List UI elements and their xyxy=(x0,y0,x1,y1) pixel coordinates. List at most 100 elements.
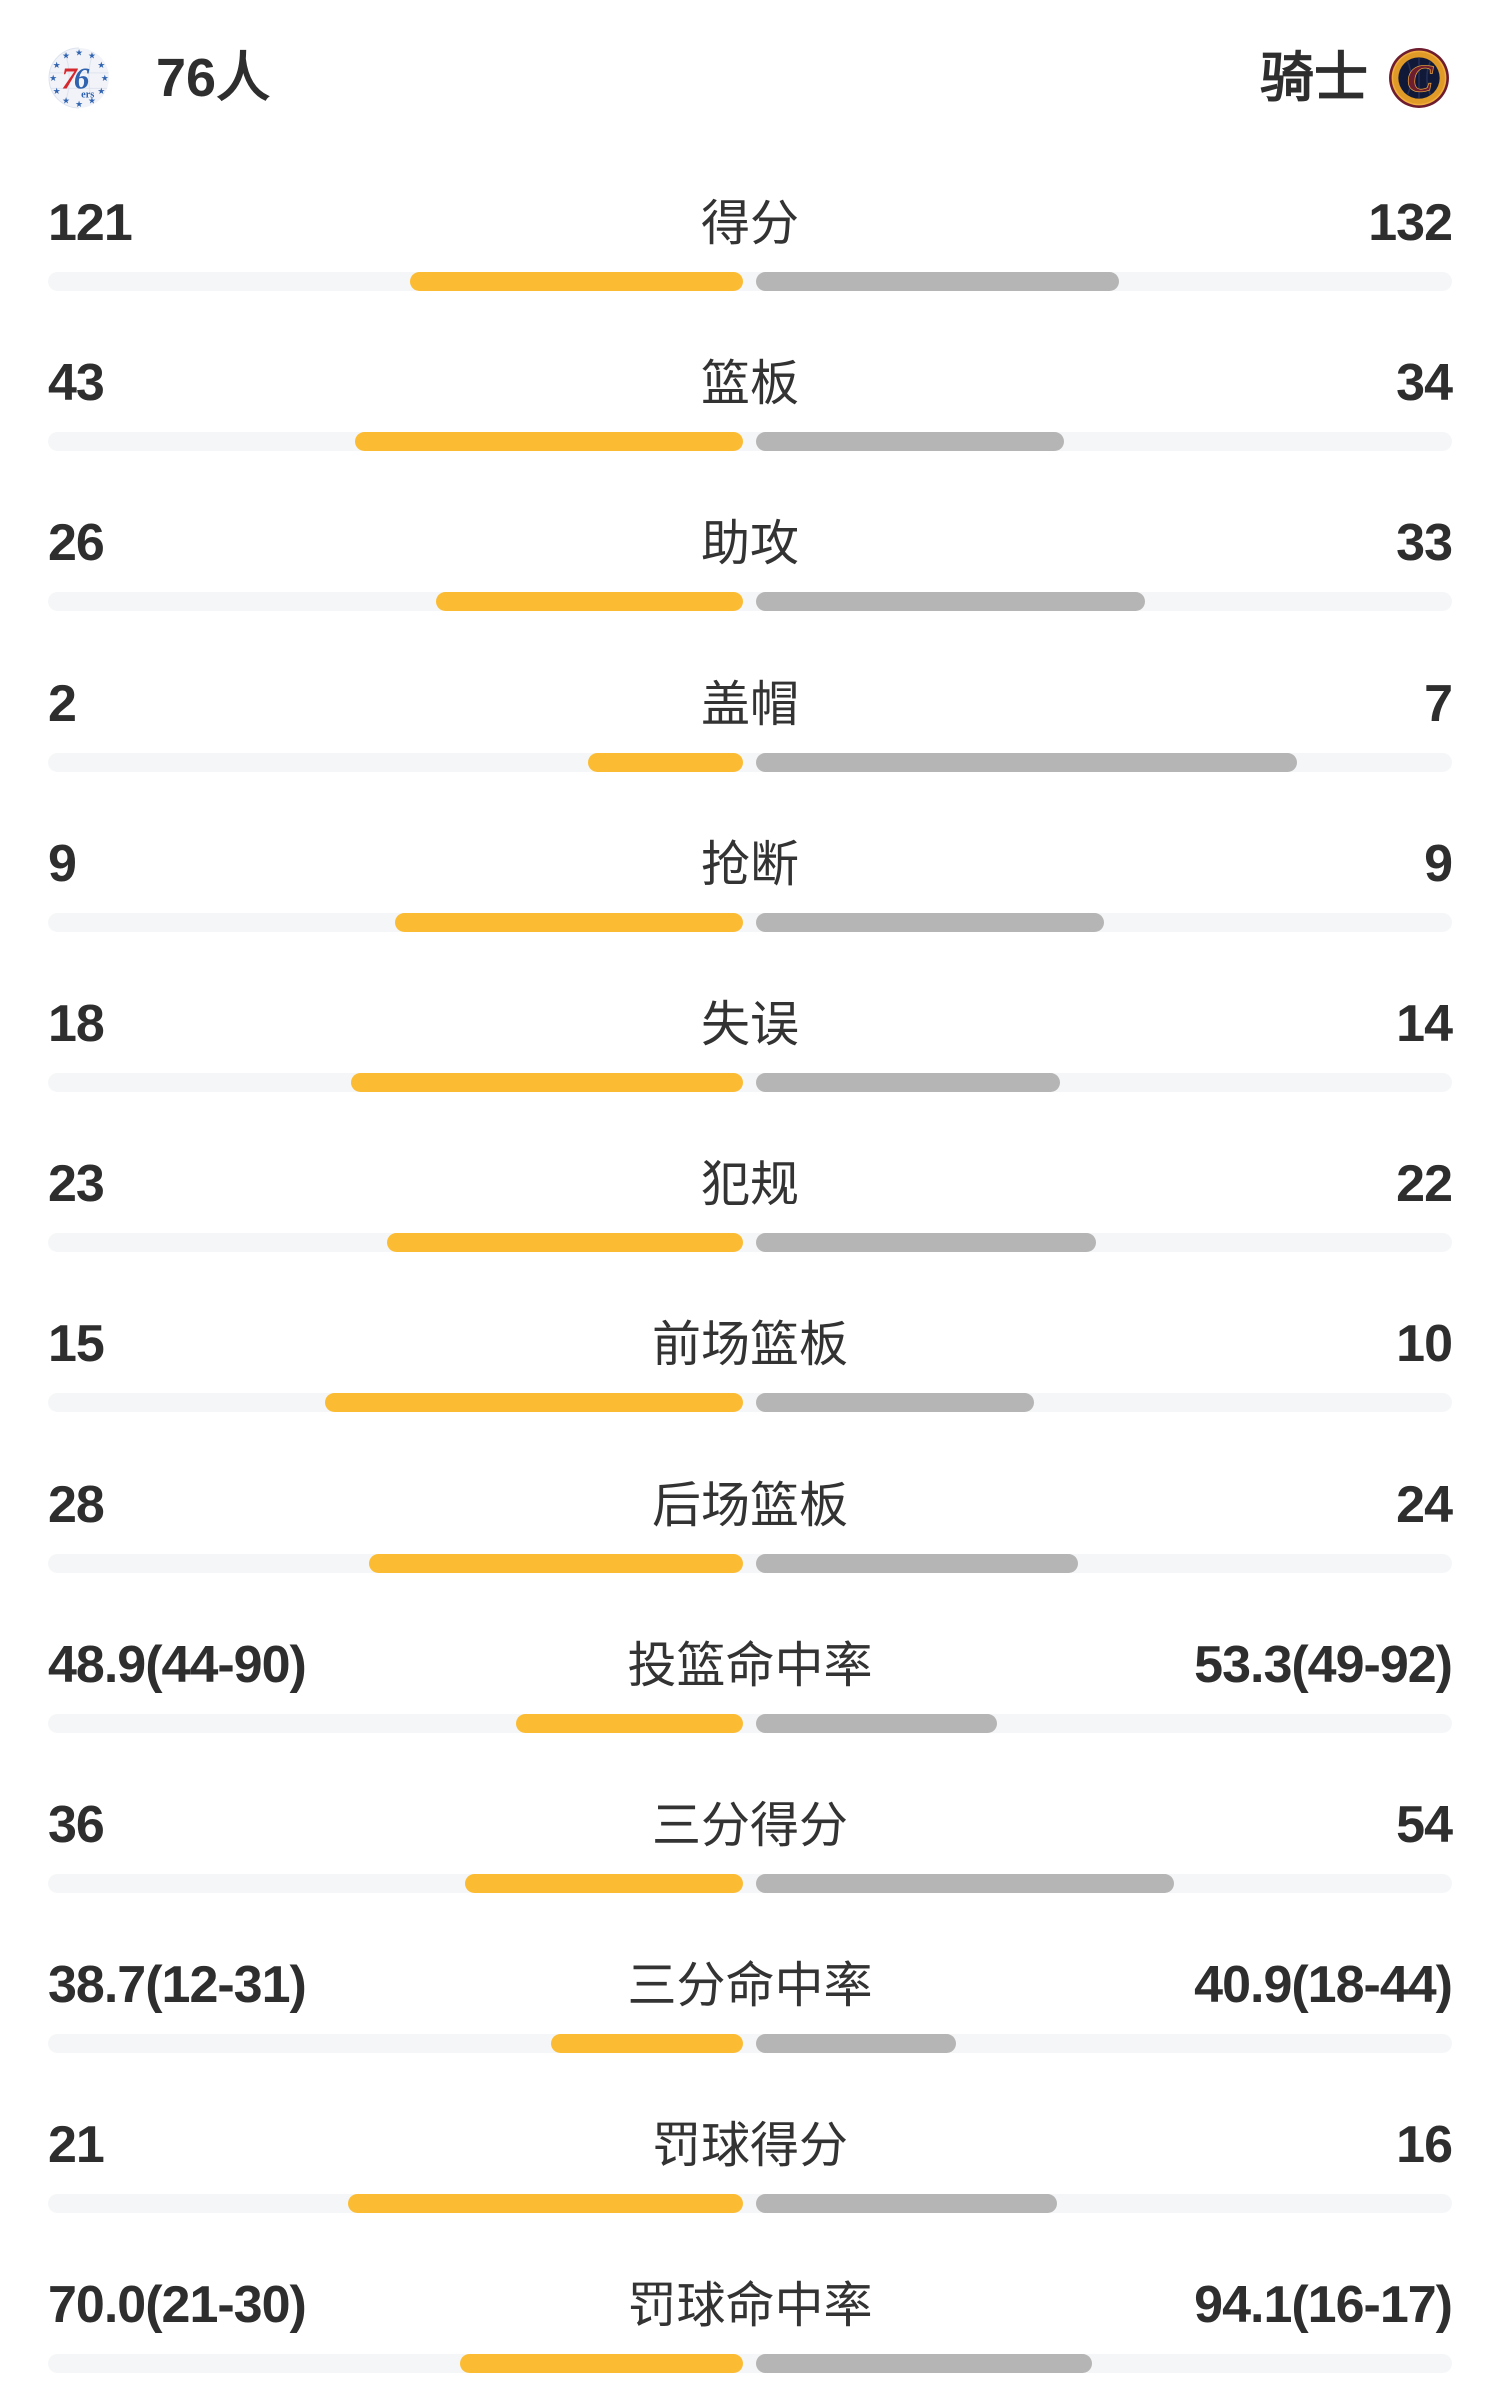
cavaliers-logo-icon: C xyxy=(1389,48,1449,108)
stat-bar-right xyxy=(756,1713,997,1733)
stat-bar-right xyxy=(756,2034,956,2054)
stat-bar-right xyxy=(756,272,1119,291)
stat-row: 28 后场篮板 24 xyxy=(0,1426,1500,1586)
stat-bar-track xyxy=(48,912,1452,932)
team-right: 骑士 C xyxy=(1260,47,1450,109)
stat-bar-left xyxy=(516,1713,743,1733)
stat-bar-left xyxy=(351,1072,743,1092)
svg-text:★: ★ xyxy=(97,87,105,97)
stat-bar-right xyxy=(756,752,1297,772)
stat-row: 18 失误 14 xyxy=(0,945,1500,1105)
svg-text:★: ★ xyxy=(101,74,109,84)
stat-bar-track xyxy=(48,1873,1452,1893)
stat-bar-track xyxy=(48,432,1452,452)
stat-value-right: 132 xyxy=(1368,194,1453,252)
stat-bar-left xyxy=(395,912,743,932)
svg-text:★: ★ xyxy=(88,52,96,62)
stat-row: 9 抢断 9 xyxy=(0,785,1500,945)
team-right-name: 骑士 xyxy=(1260,48,1368,108)
stat-bar-track xyxy=(48,2034,1452,2054)
sixers-logo-icon: ★★★ ★★★ ★★★ ★ ★★ 76 ers xyxy=(48,47,109,109)
stat-bar-left xyxy=(410,272,743,291)
stat-row: 121 得分 132 xyxy=(0,144,1500,304)
stat-row: 23 犯规 22 xyxy=(0,1105,1500,1265)
stat-bar-track xyxy=(48,2194,1452,2214)
stat-label: 犯规 xyxy=(700,1158,799,1213)
stat-bar-right xyxy=(756,1072,1060,1092)
stat-row-text: 38.7(12-31) 三分命中率 40.9(18-44) xyxy=(0,1956,1500,2014)
stat-bar-left xyxy=(387,1233,743,1253)
stat-row: 36 三分得分 54 xyxy=(0,1746,1500,1906)
stat-bar-right xyxy=(756,2194,1057,2214)
svg-text:★: ★ xyxy=(49,74,57,84)
stat-value-left: 15 xyxy=(48,1315,105,1374)
stat-bar-left xyxy=(355,432,743,452)
svg-text:★: ★ xyxy=(75,100,83,109)
stat-label: 罚球命中率 xyxy=(627,2279,873,2334)
stat-value-right: 53.3(49-92) xyxy=(1194,1635,1453,1694)
stat-row-text: 15 前场篮板 10 xyxy=(0,1315,1500,1373)
svg-text:★: ★ xyxy=(75,48,83,58)
stat-bar-track xyxy=(48,592,1452,612)
svg-text:★: ★ xyxy=(53,61,61,71)
stat-row-text: 48.9(44-90) 投篮命中率 53.3(49-92) xyxy=(0,1636,1500,1694)
stat-value-left: 23 xyxy=(48,1155,105,1214)
stat-value-left: 36 xyxy=(48,1795,105,1854)
stat-value-right: 9 xyxy=(1424,834,1453,893)
stat-bar-right xyxy=(756,1553,1078,1573)
svg-text:76: 76 xyxy=(61,60,89,95)
stat-value-left: 26 xyxy=(48,514,105,573)
stat-bar-left xyxy=(460,2354,743,2374)
stat-label: 失误 xyxy=(700,997,799,1052)
stat-row-text: 18 失误 14 xyxy=(0,995,1500,1053)
stat-value-right: 22 xyxy=(1396,1155,1453,1214)
stat-bar-right xyxy=(756,2354,1092,2374)
svg-text:★: ★ xyxy=(88,97,96,107)
svg-text:★: ★ xyxy=(62,97,70,107)
stat-label: 抢断 xyxy=(700,837,799,892)
stat-row-text: 36 三分得分 54 xyxy=(0,1796,1500,1854)
svg-text:C: C xyxy=(1407,58,1433,100)
stat-label: 投篮命中率 xyxy=(627,1638,873,1693)
stat-label: 后场篮板 xyxy=(651,1478,848,1533)
svg-text:★: ★ xyxy=(62,52,70,62)
header: ★ ★ ★ ★ ★ ★ ★ ★ ★ ★ ★ ★ 76 ers 76人 骑士 C xyxy=(48,44,1450,112)
stat-value-left: 48.9(44-90) xyxy=(48,1635,307,1694)
stat-row: 21 罚球得分 16 xyxy=(0,2066,1500,2226)
stat-bar-track xyxy=(48,1233,1452,1253)
stat-row: 38.7(12-31) 三分命中率 40.9(18-44) xyxy=(0,1906,1500,2066)
stat-row-text: 121 得分 132 xyxy=(0,194,1500,252)
stat-label: 三分得分 xyxy=(651,1798,848,1853)
stat-label: 篮板 xyxy=(700,357,799,412)
stat-value-left: 2 xyxy=(48,674,77,733)
stat-value-left: 21 xyxy=(48,2116,105,2175)
stat-value-right: 24 xyxy=(1396,1475,1453,1534)
stat-value-left: 18 xyxy=(48,994,105,1053)
stat-bar-right xyxy=(756,592,1145,612)
stat-row-text: 26 助攻 33 xyxy=(0,514,1500,572)
svg-text:★: ★ xyxy=(97,61,105,71)
stat-value-left: 9 xyxy=(48,834,77,893)
stat-bar-track xyxy=(48,1553,1452,1573)
stat-bar-right xyxy=(756,1233,1096,1253)
stat-label: 三分命中率 xyxy=(627,1959,873,2014)
stat-bar-left xyxy=(588,752,743,772)
stat-value-right: 40.9(18-44) xyxy=(1194,1956,1453,2015)
stat-bar-track xyxy=(48,1713,1452,1733)
stat-value-right: 33 xyxy=(1396,514,1453,573)
stat-bar-track xyxy=(48,272,1452,291)
stat-value-right: 94.1(16-17) xyxy=(1194,2276,1453,2335)
stat-bar-left xyxy=(551,2034,743,2054)
stat-value-left: 38.7(12-31) xyxy=(48,1956,307,2015)
stat-row-text: 21 罚球得分 16 xyxy=(0,2116,1500,2174)
stat-row-text: 43 篮板 34 xyxy=(0,354,1500,412)
stat-row: 15 前场篮板 10 xyxy=(0,1265,1500,1425)
stat-value-left: 70.0(21-30) xyxy=(48,2276,307,2335)
stat-label: 前场篮板 xyxy=(651,1318,848,1373)
stat-row: 2 盖帽 7 xyxy=(0,625,1500,785)
stat-value-right: 54 xyxy=(1396,1795,1453,1854)
stat-value-left: 28 xyxy=(48,1475,105,1534)
stat-label: 得分 xyxy=(700,197,799,251)
stats-list: 121 得分 132 43 篮板 34 26 助攻 xyxy=(0,144,1500,2387)
